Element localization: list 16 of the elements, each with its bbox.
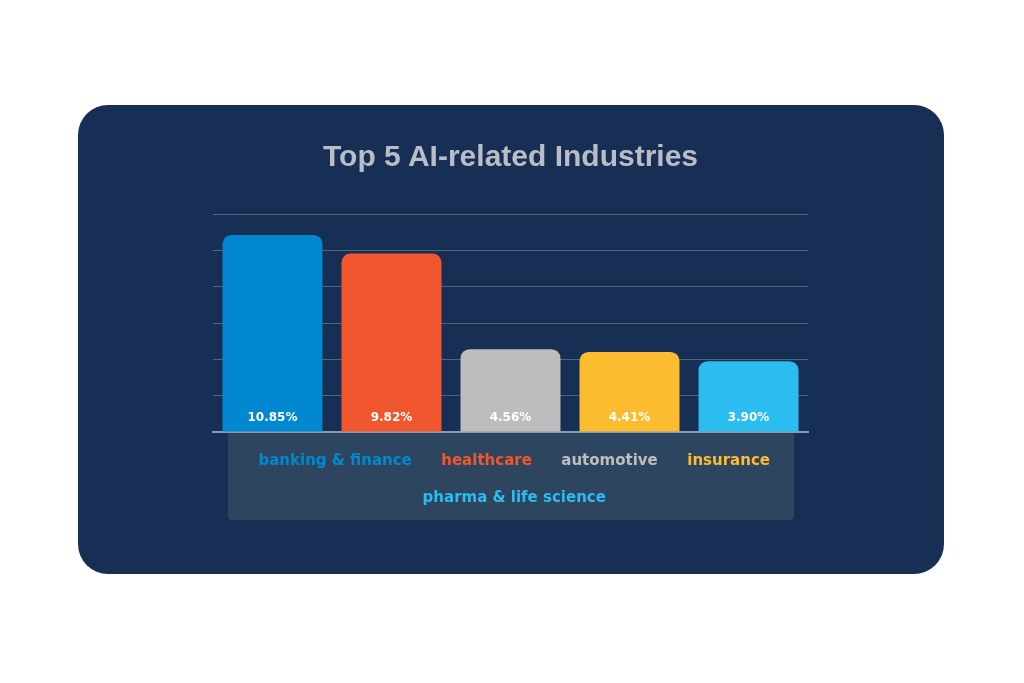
chart-title: Top 5 AI-related Industries (322, 139, 699, 173)
series-label: insurance (687, 451, 770, 470)
series-label: healthcare (441, 451, 532, 470)
bar (579, 351, 680, 432)
data-label: 3.90% (727, 409, 770, 424)
bar (460, 349, 561, 432)
data-label: 4.56% (489, 409, 532, 424)
data-label: 9.82% (370, 409, 413, 424)
bar (222, 234, 323, 432)
data-label: 4.41% (608, 409, 651, 424)
series-label: automotive (561, 451, 658, 470)
bar (698, 361, 799, 432)
data-label: 10.85% (247, 409, 298, 424)
text: pharma & life science (422, 488, 606, 507)
bar (341, 253, 442, 432)
series-label: banking & finance (258, 451, 412, 470)
